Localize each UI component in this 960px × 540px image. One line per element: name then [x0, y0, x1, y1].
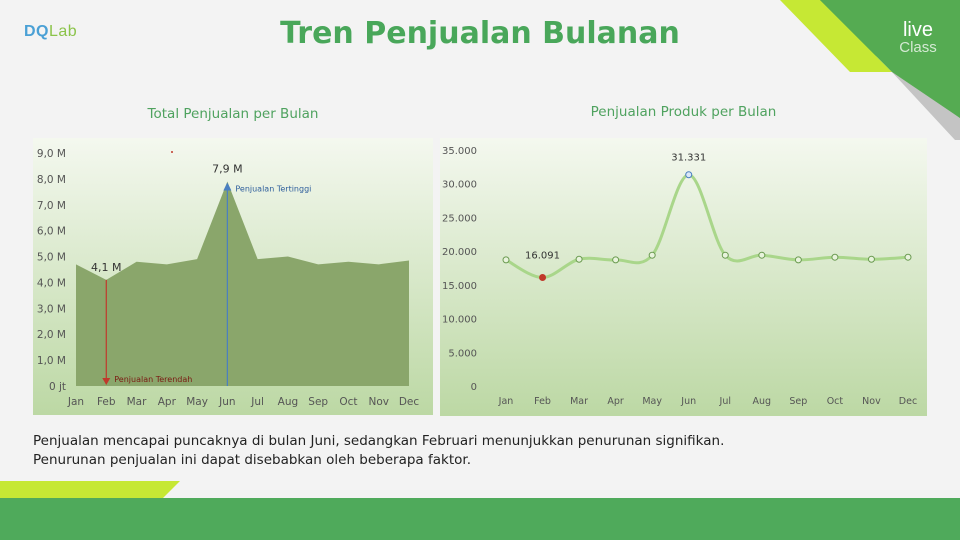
description-line-2: Penurunan penjualan ini dapat disebabkan…	[33, 452, 471, 468]
x-tick-label: Jun	[680, 396, 696, 407]
data-point	[502, 256, 510, 264]
y-tick-label: 35.000	[442, 146, 477, 157]
logo-class-text: Class	[899, 39, 937, 56]
area-series	[76, 181, 409, 386]
chart2-title: Penjualan Produk per Bulan	[590, 104, 777, 120]
logo-lab-text: Lab	[49, 23, 78, 40]
high-annotation: Penjualan Tertinggi	[235, 184, 311, 193]
y-tick-label: 15.000	[442, 281, 477, 292]
x-tick-label: Jan	[67, 396, 84, 408]
data-point	[612, 256, 620, 264]
x-tick-label: Feb	[97, 396, 116, 408]
x-tick-label: Mar	[127, 396, 147, 408]
y-tick-label: 5,0 M	[37, 252, 66, 264]
y-tick-label: 5.000	[448, 348, 477, 359]
x-tick-label: Apr	[607, 396, 624, 407]
y-tick-label: 6,0 M	[37, 226, 66, 238]
bottom-left-stripe	[0, 481, 180, 498]
high-arrow-head	[223, 182, 232, 191]
stray-dot	[171, 151, 173, 153]
data-point-high	[685, 171, 693, 179]
data-point	[648, 251, 656, 259]
x-tick-label: Jan	[498, 396, 514, 407]
y-tick-label: 9,0 M	[37, 148, 66, 160]
page-title: Tren Penjualan Bulanan	[280, 16, 680, 51]
x-tick-label: Jul	[719, 396, 731, 407]
x-tick-label: Apr	[158, 396, 177, 408]
logo-live-text: live	[902, 19, 933, 41]
low-annotation: Penjualan Terendah	[114, 375, 192, 384]
y-tick-label: 2,0 M	[37, 329, 66, 341]
x-tick-label: May	[186, 396, 208, 408]
chart1-title: Total Penjualan per Bulan	[147, 106, 319, 122]
x-tick-label: Jun	[218, 396, 235, 408]
x-tick-label: Feb	[534, 396, 551, 407]
y-tick-label: 25.000	[442, 213, 477, 224]
high-data-label: 7,9 M	[212, 162, 242, 175]
x-tick-label: Oct	[339, 396, 357, 408]
low-data-label: 16.091	[525, 251, 560, 262]
high-data-label: 31.331	[671, 153, 706, 164]
y-tick-label: 8,0 M	[37, 174, 66, 186]
low-data-label: 4,1 M	[91, 261, 121, 274]
low-arrow-head	[102, 378, 111, 385]
y-tick-label: 20.000	[442, 247, 477, 258]
data-point	[831, 253, 839, 261]
y-tick-label: 0 jt	[49, 381, 66, 393]
x-tick-label: Dec	[399, 396, 420, 408]
x-tick-label: Dec	[899, 396, 917, 407]
logo-dq-text: DQ	[24, 23, 49, 40]
x-tick-label: May	[642, 396, 662, 407]
data-point	[904, 253, 912, 261]
x-tick-label: Sep	[789, 396, 807, 407]
description-line-1: Penjualan mencapai puncaknya di bulan Ju…	[33, 433, 725, 449]
description: Penjualan mencapai puncaknya di bulan Ju…	[33, 432, 913, 470]
data-point	[721, 251, 729, 259]
data-point-low	[539, 274, 547, 282]
x-tick-label: Nov	[368, 396, 389, 408]
data-point	[794, 256, 802, 264]
y-tick-label: 1,0 M	[37, 355, 66, 367]
x-tick-label: Oct	[827, 396, 844, 407]
x-tick-label: Nov	[862, 396, 881, 407]
x-tick-label: Jul	[250, 396, 264, 408]
chart2-panel: 0 5.000 10.000 15.000 20.000 25.000 30.000 35.0…	[440, 138, 927, 416]
x-tick-label: Mar	[570, 396, 588, 407]
dqlab-logo: DQLab	[24, 23, 77, 41]
y-tick-label: 3,0 M	[37, 303, 66, 315]
data-point	[758, 251, 766, 259]
x-tick-label: Sep	[308, 396, 328, 408]
y-tick-label: 4,0 M	[37, 277, 66, 289]
chart1-panel: 0 jt 1,0 M 2,0 M 3,0 M 4,0 M 5,0 M 6,0 M 7,0 M 8…	[33, 138, 433, 415]
y-tick-label: 7,0 M	[37, 200, 66, 212]
liveclass-logo: live Class	[896, 20, 940, 55]
y-tick-label: 10.000	[442, 315, 477, 326]
chart2-svg: 0 5.000 10.000 15.000 20.000 25.000 30.000 35.0…	[440, 138, 927, 416]
chart1-svg: 0 jt 1,0 M 2,0 M 3,0 M 4,0 M 5,0 M 6,0 M 7,0 M 8…	[33, 138, 433, 415]
x-tick-label: Aug	[278, 396, 299, 408]
data-point	[867, 255, 875, 263]
y-tick-label: 0	[471, 382, 477, 393]
corner-decoration	[780, 0, 960, 140]
y-tick-label: 30.000	[442, 180, 477, 191]
data-point	[575, 255, 583, 263]
x-tick-label: Aug	[753, 396, 772, 407]
bottom-band	[0, 498, 960, 540]
